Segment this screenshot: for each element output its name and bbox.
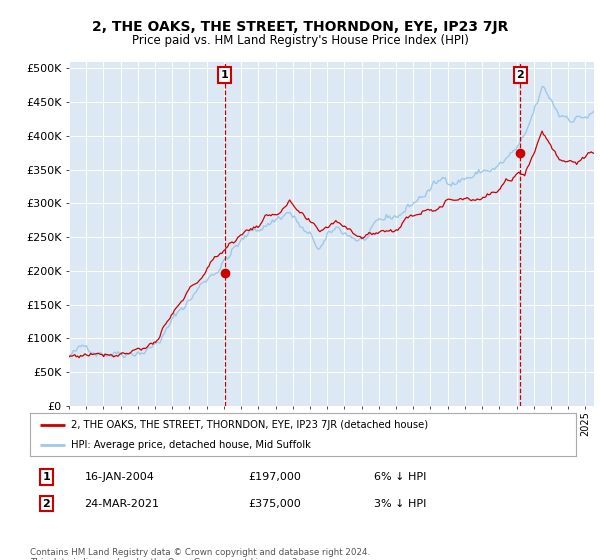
Text: 2: 2 [43,498,50,508]
Text: 1: 1 [43,472,50,482]
Text: 3% ↓ HPI: 3% ↓ HPI [374,498,427,508]
Text: 24-MAR-2021: 24-MAR-2021 [85,498,160,508]
Text: Contains HM Land Registry data © Crown copyright and database right 2024.
This d: Contains HM Land Registry data © Crown c… [30,548,370,560]
Text: HPI: Average price, detached house, Mid Suffolk: HPI: Average price, detached house, Mid … [71,440,311,450]
Text: 2, THE OAKS, THE STREET, THORNDON, EYE, IP23 7JR: 2, THE OAKS, THE STREET, THORNDON, EYE, … [92,20,508,34]
Text: 6% ↓ HPI: 6% ↓ HPI [374,472,427,482]
Text: 1: 1 [221,70,229,80]
Text: Price paid vs. HM Land Registry's House Price Index (HPI): Price paid vs. HM Land Registry's House … [131,34,469,46]
Text: 16-JAN-2004: 16-JAN-2004 [85,472,154,482]
Text: 2, THE OAKS, THE STREET, THORNDON, EYE, IP23 7JR (detached house): 2, THE OAKS, THE STREET, THORNDON, EYE, … [71,420,428,430]
Text: 2: 2 [517,70,524,80]
Text: £197,000: £197,000 [248,472,301,482]
Text: £375,000: £375,000 [248,498,301,508]
